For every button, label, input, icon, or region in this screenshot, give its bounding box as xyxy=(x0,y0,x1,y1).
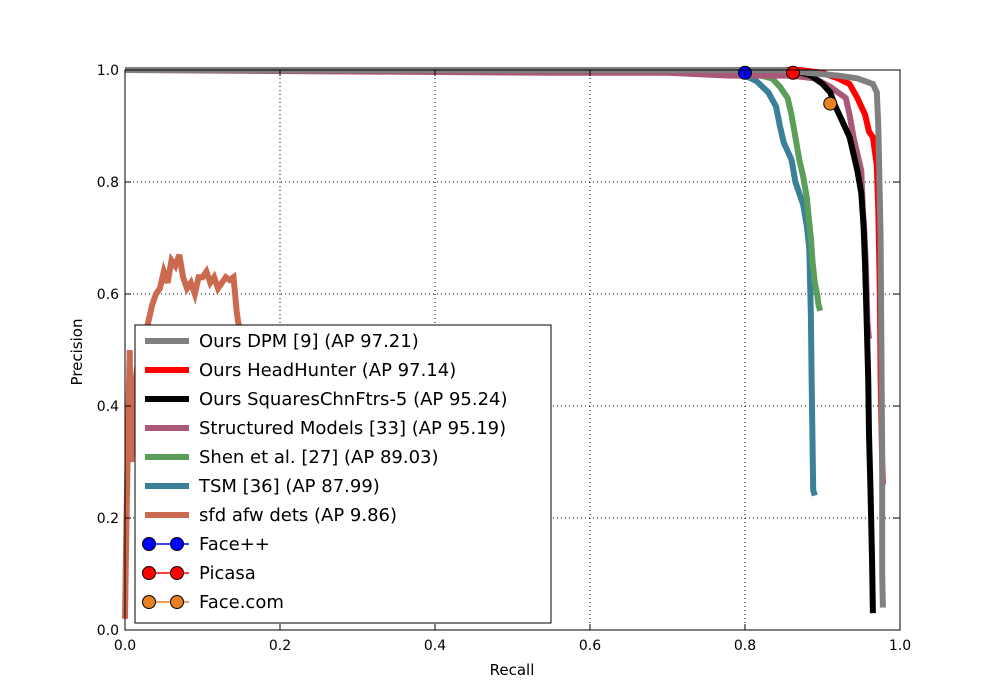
legend-marker-label-1: Picasa xyxy=(199,563,256,584)
legend-marker-label-2: Face.com xyxy=(199,592,284,613)
legend-label-0: Ours DPM [9] (AP 97.21) xyxy=(199,331,419,352)
legend-marker-dot-right-1 xyxy=(170,566,184,580)
x-tick-label: 0.0 xyxy=(114,638,136,654)
legend-marker-label-0: Face++ xyxy=(199,534,270,555)
y-tick-label: 0.4 xyxy=(97,399,119,415)
x-tick-label: 0.2 xyxy=(269,638,291,654)
legend-label-1: Ours HeadHunter (AP 97.14) xyxy=(199,360,456,381)
x-tick-label: 0.4 xyxy=(424,638,446,654)
legend-label-2: Ours SquaresChnFtrs-5 (AP 95.24) xyxy=(199,389,508,410)
y-tick-label: 0.2 xyxy=(97,511,119,527)
y-tick-label: 0.0 xyxy=(97,623,119,639)
legend-marker-dot-left-0 xyxy=(142,537,156,551)
legend: Ours DPM [9] (AP 97.21) Ours HeadHunter (… xyxy=(134,324,552,624)
legend-marker-dot-right-2 xyxy=(170,595,184,609)
y-tick-label: 0.8 xyxy=(97,175,119,191)
y-axis-label: Precision xyxy=(68,319,86,386)
series-line-2 xyxy=(125,67,876,614)
series-line-0 xyxy=(125,67,886,608)
plot-frame xyxy=(124,69,901,631)
x-tick-label: 0.6 xyxy=(579,638,601,654)
legend-label-4: Shen et al. [27] (AP 89.03) xyxy=(199,447,439,468)
marker-point-2 xyxy=(823,96,838,111)
legend-box xyxy=(134,324,552,624)
y-tick-label: 1.0 xyxy=(97,63,119,79)
legend-label-5: TSM [36] (AP 87.99) xyxy=(198,476,380,497)
marker-point-1 xyxy=(786,65,801,80)
x-tick-label: 0.8 xyxy=(734,638,756,654)
legend-label-3: Structured Models [33] (AP 95.19) xyxy=(199,418,506,439)
legend-marker-dot-left-1 xyxy=(142,566,156,580)
x-axis-label: Recall xyxy=(490,661,535,679)
y-tick-label: 0.6 xyxy=(97,287,119,303)
legend-marker-dot-left-2 xyxy=(142,595,156,609)
legend-label-6: sfd afw dets (AP 9.86) xyxy=(199,505,397,526)
legend-marker-dot-right-0 xyxy=(170,537,184,551)
x-tick-label: 1.0 xyxy=(889,638,911,654)
series-line-5 xyxy=(125,67,818,497)
axis-ticks: 0.0 0.2 0.4 0.6 0.8 1.0 0.0 0.2 0.4 0.6 0.8 1.0 xyxy=(97,63,911,654)
